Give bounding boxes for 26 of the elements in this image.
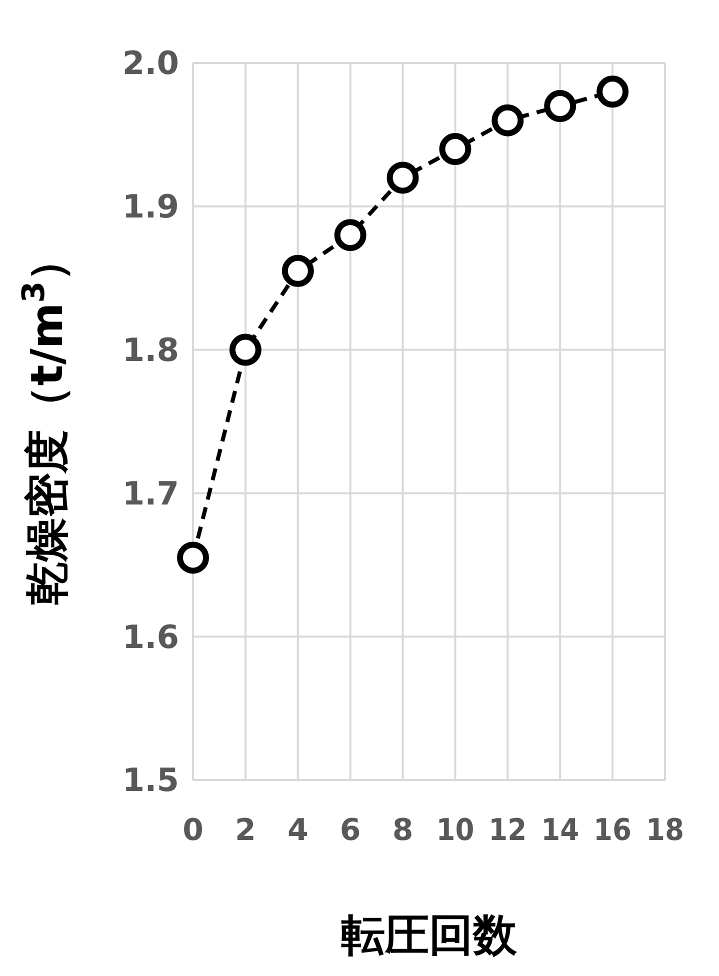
- x-tick-label: 10: [436, 813, 478, 848]
- point: [282, 254, 314, 287]
- point: [386, 162, 419, 194]
- x-tick-label: 2: [235, 813, 256, 848]
- point: [177, 542, 209, 574]
- point: [334, 219, 366, 252]
- y-tick-label: 1.7: [122, 474, 179, 512]
- point: [544, 90, 576, 122]
- y-tick-label: 2.0: [122, 44, 179, 82]
- point: [596, 76, 629, 108]
- point: [492, 104, 524, 136]
- y-tick-label: 1.8: [122, 331, 179, 369]
- x-tick-label: 18: [646, 813, 688, 848]
- x-tick-label: 8: [392, 813, 414, 848]
- x-tick-label: 0: [182, 813, 204, 848]
- x-tick-label: 14: [541, 813, 583, 848]
- x-tick-label: 6: [340, 813, 361, 848]
- x-axis-title: 転圧回数: [341, 910, 518, 961]
- x-tick-label: 16: [594, 813, 636, 848]
- y-tick-label: 1.9: [122, 188, 179, 226]
- y-tick-label: 1.6: [122, 618, 179, 656]
- x-tick-label: 4: [287, 813, 308, 848]
- point: [229, 334, 262, 366]
- x-tick-label: 12: [488, 813, 530, 848]
- y-tick-label: 1.5: [122, 761, 179, 800]
- point: [439, 133, 472, 166]
